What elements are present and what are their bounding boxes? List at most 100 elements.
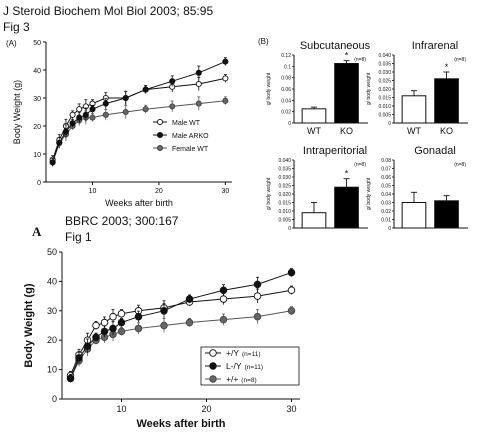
fig3b_gonadal-title: Gonadal (414, 145, 456, 157)
fig3b_subcutaneous-y-tick-label: 0 (288, 121, 291, 127)
fig1a-data-point (160, 307, 168, 315)
fig3b_subcutaneous-bar-ko (334, 63, 359, 124)
fig1a-data-point (134, 324, 143, 333)
fig1a-legend-marker (209, 349, 217, 357)
fig3a-x-tick-label: 30 (221, 188, 229, 195)
fig1a-data-point (92, 333, 100, 342)
fig3b_subcutaneous-category-label: WT (307, 126, 321, 136)
fig1a-data-point (92, 321, 100, 330)
fig1a-legend-label: L-/Y (n=11) (226, 361, 263, 371)
fig3b_subcutaneous-y-tick-label: 0.12 (281, 53, 291, 59)
fig3b_intraperitorial-y-axis-label: g/ body weight (266, 177, 272, 210)
fig1-label: Fig 1 (65, 230, 92, 244)
fig3b_infrarenal-category-label: KO (440, 126, 453, 136)
fig1a-data-point (75, 354, 83, 362)
fig3b_gonadal-bar-wt (401, 202, 427, 229)
fig3a-data-point (89, 106, 96, 113)
fig3b_subcutaneous-significance-star: * (345, 51, 349, 61)
fig3b_gonadal-bar-ko (434, 200, 459, 229)
fig1a-y-tick-label: 0 (52, 394, 57, 404)
fig1a-data-point (66, 374, 75, 383)
fig3b_gonadal-y-tick-label: 0.05 (381, 184, 391, 190)
fig3a-data-point (62, 128, 69, 135)
fig3b_infrarenal-title: Infrarenal (412, 40, 458, 52)
fig3b_infrarenal-y-tick-label: 0.020 (378, 87, 391, 93)
fig1a-data-point (253, 292, 262, 300)
fig3a-data-point (56, 139, 63, 146)
fig3b_infrarenal-y-tick-label: 0.005 (378, 113, 391, 119)
fig3b_intraperitorial-y-tick-label: 0.025 (278, 184, 291, 190)
fig3b_infrarenal-category-label: WT (407, 126, 421, 136)
fig3a-legend-marker (156, 131, 164, 139)
fig1a-x-tick-label: 20 (201, 404, 211, 414)
fig3b_subcutaneous-y-axis-label: g/ body weight (266, 72, 272, 105)
fig1a-data-point (287, 286, 296, 294)
panel-a-bottom-label: A (32, 224, 42, 239)
fig1a-data-point (100, 318, 109, 327)
fig3b_intraperitorial-y-tick-label: 0.015 (278, 201, 291, 207)
fig3a-data-point (169, 78, 176, 85)
fig3b_infrarenal-y-tick-label: 0 (388, 121, 391, 127)
fig3b_subcutaneous-n-note: (n=8) (354, 57, 366, 63)
fig3a-data-point (195, 80, 202, 88)
fig3b_intraperitorial-title: Intraperitorial (303, 145, 367, 157)
fig3a-y-tick-label: 40 (33, 68, 41, 75)
fig3a-x-tick-label: 20 (155, 188, 163, 195)
fig3a-legend-marker (156, 118, 164, 126)
fig3b_gonadal-y-tick-label: 0.04 (381, 192, 391, 198)
fig1a-data-point (185, 295, 194, 303)
fig3a-data-point (222, 58, 229, 65)
fig1a-y-axis-label: Body Weight (g) (23, 283, 35, 367)
fig1a-legend-marker (209, 375, 217, 383)
fig1a-data-point (253, 312, 262, 321)
fig1a-x-tick-label: 10 (116, 404, 126, 414)
fig1a-data-point (160, 321, 168, 330)
fig3b_infrarenal-y-tick-label: 0.030 (378, 70, 391, 76)
fig3b_subcutaneous-y-tick-label: 0.02 (281, 110, 291, 116)
fig3b_infrarenal-n-note: (n=8) (454, 57, 466, 63)
fig3b_intraperitorial-bar-wt (301, 212, 327, 229)
fig3b_infrarenal-y-tick-label: 0.010 (378, 104, 391, 110)
fig3b_infrarenal-y-tick-label: 0.015 (378, 96, 391, 102)
fig3a-y-tick-label: 0 (37, 180, 41, 187)
fig1a-y-tick-label: 10 (47, 365, 57, 375)
fig1a-data-point (219, 295, 228, 303)
fig3b_subcutaneous-y-tick-label: 0.04 (281, 98, 291, 104)
fig1a-data-point (185, 318, 194, 327)
fig3b_subcutaneous-y-tick-label: 0.08 (281, 76, 291, 82)
fig1a-data-point (109, 324, 117, 333)
fig3a-data-point (49, 159, 56, 166)
fig3b_intraperitorial-y-tick-label: 0.040 (278, 158, 291, 164)
fig3a-data-point (169, 103, 176, 110)
fig3b_gonadal-y-tick-label: 0.07 (381, 167, 391, 173)
fig1a-data-point (117, 318, 126, 327)
fig3b_subcutaneous-bar-wt (301, 108, 327, 124)
fig1a-y-tick-label: 40 (47, 276, 57, 286)
fig3b_intraperitorial-y-tick-label: 0.010 (278, 209, 291, 215)
fig3b_infrarenal-y-tick-label: 0.040 (378, 53, 391, 59)
fig3a-data-point (195, 69, 202, 76)
fig3b_intraperitorial-y-tick-label: 0.005 (278, 218, 291, 224)
fig3b_intraperitorial-n-note: (n=8) (354, 162, 366, 168)
fig3b_intraperitorial-y-tick-label: 0.030 (278, 175, 291, 181)
fig3a-data-point (82, 111, 89, 118)
fig3a-legend-label: Male WT (172, 120, 201, 127)
fig3b_infrarenal-bar-wt (401, 95, 427, 124)
fig1a-data-point (109, 312, 117, 321)
fig1a-data-point (219, 315, 228, 324)
fig3b_subcutaneous-y-tick-label: 0.06 (281, 87, 291, 93)
fig3b_gonadal-y-tick-label: 0.01 (381, 218, 391, 224)
fig3b_gonadal-y-tick-label: 0.03 (381, 201, 391, 207)
fig3a-y-tick-label: 10 (33, 152, 41, 159)
fig3a-y-axis-label: Body Weight (g) (12, 80, 22, 144)
fig1a-legend-marker (209, 362, 217, 370)
fig3b_intraperitorial-y-tick-label: 0.020 (278, 192, 291, 198)
fig1a-y-tick-label: 30 (47, 306, 57, 316)
fig3a-x-tick-label: 10 (89, 188, 97, 195)
fig3b_subcutaneous-y-tick-label: 0.1 (284, 64, 291, 70)
fig1a-y-tick-label: 50 (47, 247, 57, 257)
fig3a-data-point (69, 111, 76, 118)
fig3a-data-point (89, 114, 96, 121)
fig3a-data-point (222, 97, 229, 104)
